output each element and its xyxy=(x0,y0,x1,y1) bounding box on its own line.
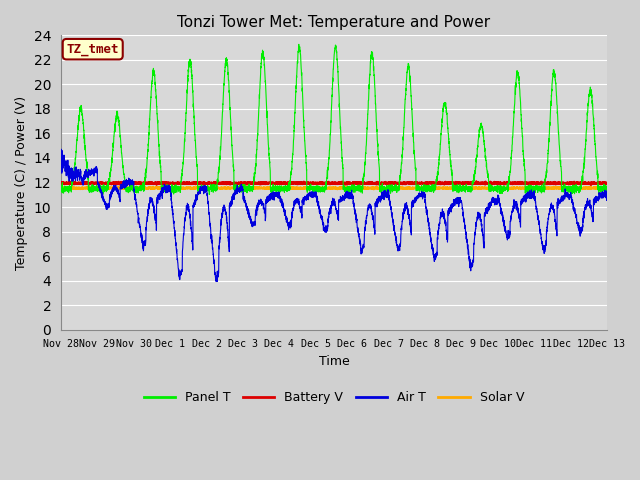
Text: TZ_tmet: TZ_tmet xyxy=(67,43,119,56)
Air T xyxy=(314,199,322,204)
Legend: Panel T, Battery V, Air T, Solar V: Panel T, Battery V, Air T, Solar V xyxy=(139,386,529,409)
Solar V xyxy=(603,185,611,191)
Battery V xyxy=(472,179,480,184)
Panel T xyxy=(603,187,611,192)
Line: Battery V: Battery V xyxy=(61,181,607,185)
Panel T xyxy=(156,146,163,152)
Battery V xyxy=(603,180,611,186)
Battery V xyxy=(603,180,611,186)
Battery V xyxy=(488,180,495,186)
Air T xyxy=(156,193,163,199)
Solar V xyxy=(457,185,465,191)
Title: Tonzi Tower Met: Temperature and Power: Tonzi Tower Met: Temperature and Power xyxy=(177,15,491,30)
Air T xyxy=(57,153,65,159)
Panel T xyxy=(295,41,303,47)
Solar V xyxy=(57,185,65,191)
Battery V xyxy=(456,180,464,185)
Solar V xyxy=(314,185,321,191)
Solar V xyxy=(156,186,163,192)
Solar V xyxy=(426,185,434,191)
Line: Air T: Air T xyxy=(61,149,607,282)
Solar V xyxy=(85,184,93,190)
Solar V xyxy=(488,185,495,191)
Line: Solar V: Solar V xyxy=(61,187,607,189)
Panel T xyxy=(57,186,65,192)
Panel T xyxy=(426,183,434,189)
Air T xyxy=(457,197,465,203)
Battery V xyxy=(153,182,161,188)
X-axis label: Time: Time xyxy=(319,355,349,368)
Panel T xyxy=(314,183,321,189)
Battery V xyxy=(314,181,321,187)
Panel T xyxy=(383,192,391,198)
Battery V xyxy=(156,180,163,186)
Panel T xyxy=(488,185,495,191)
Battery V xyxy=(426,180,434,186)
Line: Panel T: Panel T xyxy=(61,44,607,195)
Battery V xyxy=(57,180,65,185)
Y-axis label: Temperature (C) / Power (V): Temperature (C) / Power (V) xyxy=(15,96,28,270)
Panel T xyxy=(457,185,465,191)
Air T xyxy=(58,146,65,152)
Air T xyxy=(426,231,434,237)
Solar V xyxy=(370,186,378,192)
Air T xyxy=(603,190,611,196)
Solar V xyxy=(603,185,611,191)
Air T xyxy=(488,201,495,206)
Panel T xyxy=(603,184,611,190)
Air T xyxy=(212,279,220,285)
Air T xyxy=(603,188,611,193)
